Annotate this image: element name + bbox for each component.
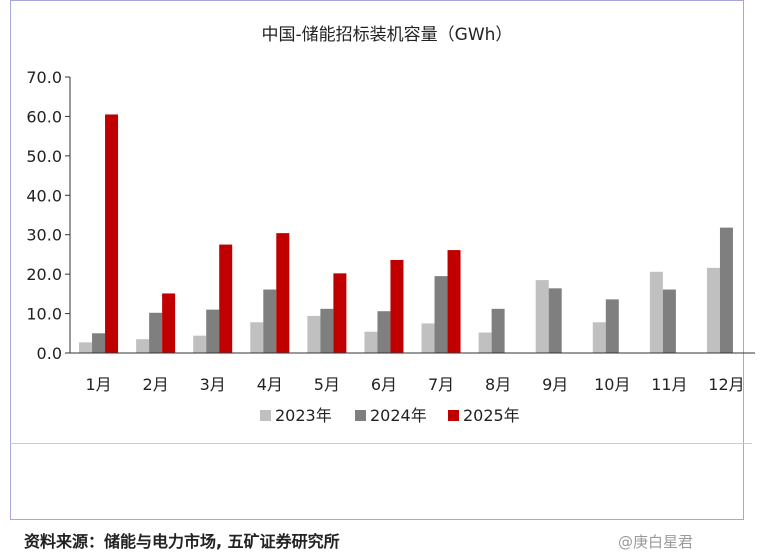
bar-2025年-2月 xyxy=(162,293,176,353)
bar-2025年-6月 xyxy=(390,259,404,353)
bar-2025年-7月 xyxy=(447,250,461,353)
legend-label-2025年: 2025年 xyxy=(463,406,520,425)
x-tick-label: 2月 xyxy=(143,375,169,394)
x-tick-label: 6月 xyxy=(371,375,397,394)
y-tick-label: 0.0 xyxy=(37,344,62,363)
bar-2023年-8月 xyxy=(478,332,492,353)
bar-2023年-6月 xyxy=(364,331,378,353)
plot-area-border xyxy=(10,443,752,444)
plot-area: 0.0 10.0 20.0 30.0 40.0 50.0 60.0 70.0 1月 2月 3月 4月 5… xyxy=(26,68,755,394)
bar-2025年-4月 xyxy=(276,233,290,353)
bar-2024年-12月 xyxy=(719,227,733,353)
x-tick-label: 12月 xyxy=(708,375,744,394)
bar-2025年-5月 xyxy=(333,273,347,353)
chart-frame xyxy=(10,0,744,520)
bar-2023年-4月 xyxy=(250,322,264,353)
chart-title: 中国-储能招标装机容量（GWh） xyxy=(262,25,513,45)
y-tick-label: 20.0 xyxy=(26,265,62,284)
bar-2024年-6月 xyxy=(377,311,391,353)
legend: 2023年 2024年 2025年 xyxy=(260,406,520,425)
bar-2024年-5月 xyxy=(320,308,334,353)
bar-2023年-10月 xyxy=(592,322,606,353)
y-tick-label: 40.0 xyxy=(26,186,62,205)
bar-2023年-11月 xyxy=(649,271,663,353)
x-tick-label: 11月 xyxy=(651,375,687,394)
legend-swatch-2024年 xyxy=(355,410,366,421)
bar-2024年-1月 xyxy=(92,333,106,353)
y-tick-label: 70.0 xyxy=(26,68,62,87)
bar-2023年-2月 xyxy=(136,339,150,353)
bar-2024年-4月 xyxy=(263,289,277,353)
x-tick-label: 1月 xyxy=(85,375,111,394)
y-tick-label: 50.0 xyxy=(26,147,62,166)
legend-label-2024年: 2024年 xyxy=(370,406,427,425)
x-tick-label: 8月 xyxy=(485,375,511,394)
x-tick-label: 9月 xyxy=(542,375,568,394)
bar-2023年-9月 xyxy=(535,280,549,353)
source-note: 资料来源：储能与电力市场, 五矿证券研究所 xyxy=(24,532,340,551)
bar-2025年-1月 xyxy=(105,114,119,353)
bar-2023年-5月 xyxy=(307,315,321,353)
y-tick-label: 10.0 xyxy=(26,305,62,324)
x-tick-label: 7月 xyxy=(428,375,454,394)
bar-2023年-3月 xyxy=(193,335,207,353)
x-tick-label: 10月 xyxy=(594,375,630,394)
x-tick-label: 3月 xyxy=(200,375,226,394)
legend-swatch-2023年 xyxy=(260,410,271,421)
bar-2024年-2月 xyxy=(149,312,163,353)
bar-2024年-11月 xyxy=(662,289,676,353)
bar-2023年-7月 xyxy=(421,323,435,353)
legend-swatch-2025年 xyxy=(448,410,459,421)
bar-2024年-3月 xyxy=(206,309,220,353)
bar-2024年-7月 xyxy=(434,276,448,353)
bar-2023年-12月 xyxy=(706,267,720,353)
bar-2024年-8月 xyxy=(491,308,505,353)
legend-label-2023年: 2023年 xyxy=(275,406,332,425)
x-tick-label: 4月 xyxy=(257,375,283,394)
y-tick-label: 60.0 xyxy=(26,107,62,126)
x-tick-label: 5月 xyxy=(314,375,340,394)
y-tick-label: 30.0 xyxy=(26,226,62,245)
bar-2024年-10月 xyxy=(605,299,619,353)
bar-2023年-1月 xyxy=(79,342,93,353)
watermark: @庚白星君 xyxy=(618,533,694,551)
bar-2024年-9月 xyxy=(548,288,562,353)
bar-2025年-3月 xyxy=(219,244,233,353)
